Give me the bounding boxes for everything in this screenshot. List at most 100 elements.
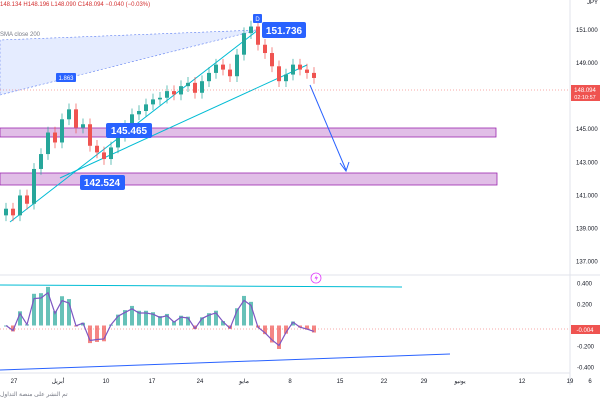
candle-body[interactable]: [158, 97, 162, 100]
candle-body[interactable]: [39, 154, 43, 169]
candle-body[interactable]: [67, 109, 71, 120]
candle-body[interactable]: [312, 72, 316, 78]
oscillator-line[interactable]: [5, 291, 315, 347]
low-label: 142.524: [84, 178, 121, 189]
osc-upper-line[interactable]: [0, 284, 403, 288]
osc-bar: [186, 316, 190, 326]
candle-body[interactable]: [228, 69, 232, 77]
price-pane[interactable]: [0, 0, 570, 275]
osc-bar: [151, 312, 155, 326]
candle-body[interactable]: [172, 91, 176, 95]
candle-body[interactable]: [53, 132, 57, 143]
candle-body[interactable]: [46, 132, 50, 155]
candle-body[interactable]: [186, 82, 190, 87]
candle-body[interactable]: [25, 195, 29, 204]
osc-bar: [277, 325, 281, 349]
osc-bar: [270, 325, 274, 343]
candle-body[interactable]: [109, 147, 113, 160]
candle-body[interactable]: [242, 33, 246, 55]
high-label: 151.736: [266, 26, 303, 37]
osc-bar: [158, 316, 162, 326]
price-tick: 141.000: [576, 193, 598, 199]
candle-body[interactable]: [193, 82, 197, 93]
price-tick: 143.000: [576, 160, 598, 166]
candle-body[interactable]: [263, 44, 267, 54]
price-tick: 137.000: [576, 260, 598, 266]
candle-body[interactable]: [137, 111, 141, 115]
resistance-zone-upper[interactable]: [0, 127, 497, 138]
candle-body[interactable]: [60, 119, 64, 143]
candle-body[interactable]: [116, 135, 120, 148]
candle-body[interactable]: [18, 195, 22, 216]
price-axis[interactable]: 151.000149.000147.000145.000143.000141.0…: [576, 28, 598, 266]
osc-current-tag: [571, 325, 600, 334]
oscillator-histogram[interactable]: [4, 286, 316, 349]
high-label-box[interactable]: [262, 22, 306, 38]
candle-body[interactable]: [130, 114, 134, 126]
osc-bar: [305, 325, 309, 330]
osc-bar: [116, 314, 120, 326]
study-legend[interactable]: SMA close 200: [0, 32, 41, 38]
candle-body[interactable]: [235, 54, 239, 77]
osc-bar: [172, 321, 176, 326]
pivot-marker-box[interactable]: [253, 14, 262, 23]
osc-bar: [165, 313, 169, 326]
candle-body[interactable]: [95, 145, 99, 153]
osc-lower-line[interactable]: [0, 353, 451, 371]
osc-tick: -0.400: [577, 366, 595, 372]
current-price-tag: [571, 85, 600, 101]
candle-body[interactable]: [305, 69, 309, 73]
candle-body[interactable]: [249, 26, 253, 34]
candle-body[interactable]: [74, 109, 78, 128]
candle-body[interactable]: [291, 64, 295, 75]
candle-body[interactable]: [4, 208, 8, 216]
oscillator-axis[interactable]: 0.400 0.200 -0.200 -0.400: [577, 281, 595, 371]
candle-body[interactable]: [200, 81, 204, 93]
low-label-box[interactable]: [80, 175, 125, 190]
mid-label-box[interactable]: [106, 123, 152, 138]
osc-bar: [221, 321, 225, 326]
date-tick: 12: [519, 379, 526, 385]
candle-body[interactable]: [207, 72, 211, 82]
candle-body[interactable]: [81, 124, 85, 128]
price-tick: 151.000: [576, 28, 598, 34]
ohlc-legend: 148.134 H148.196 L148.090 C148.094 −0.04…: [0, 2, 151, 8]
candle-body[interactable]: [88, 124, 92, 146]
price-tick: 145.000: [576, 127, 598, 133]
candle-body[interactable]: [11, 208, 15, 216]
candle-body[interactable]: [256, 26, 260, 45]
osc-tick: 0.200: [577, 302, 593, 308]
candle-body[interactable]: [221, 64, 225, 70]
candle-body[interactable]: [165, 91, 169, 98]
osc-bar: [123, 310, 127, 326]
candle-body[interactable]: [214, 64, 218, 73]
pivot-marker: D: [255, 17, 260, 23]
time-axis[interactable]: 27 أبريل 10 17 24 مايو 8 15 22 29 يونيو 12 19 6: [11, 376, 593, 385]
osc-bar: [249, 301, 253, 326]
candle-body[interactable]: [270, 53, 274, 67]
osc-bar: [60, 296, 64, 326]
osc-bar: [137, 310, 141, 326]
osc-bar: [263, 325, 267, 335]
candle-body[interactable]: [277, 66, 281, 82]
candle-series[interactable]: [4, 20, 316, 222]
candle-body[interactable]: [151, 99, 155, 105]
candle-body[interactable]: [179, 86, 183, 95]
candle-body[interactable]: [32, 168, 36, 204]
fib-label-box[interactable]: [56, 73, 76, 82]
candle-body[interactable]: [284, 74, 288, 82]
osc-bar: [200, 317, 204, 326]
lower-trendline[interactable]: [59, 64, 308, 179]
candle-body[interactable]: [102, 152, 106, 160]
support-zone-lower[interactable]: [0, 172, 498, 186]
publisher-text: تم النشر على منصة التداول: [0, 392, 68, 398]
date-tick: 19: [567, 379, 574, 385]
candle-body[interactable]: [298, 64, 302, 70]
date-tick: مايو: [238, 378, 249, 385]
osc-bar: [214, 310, 218, 326]
osc-bar: [235, 308, 239, 326]
candle-body[interactable]: [144, 104, 148, 111]
lightning-glyph: [314, 274, 318, 282]
projection-arrow-line[interactable]: [309, 84, 347, 171]
